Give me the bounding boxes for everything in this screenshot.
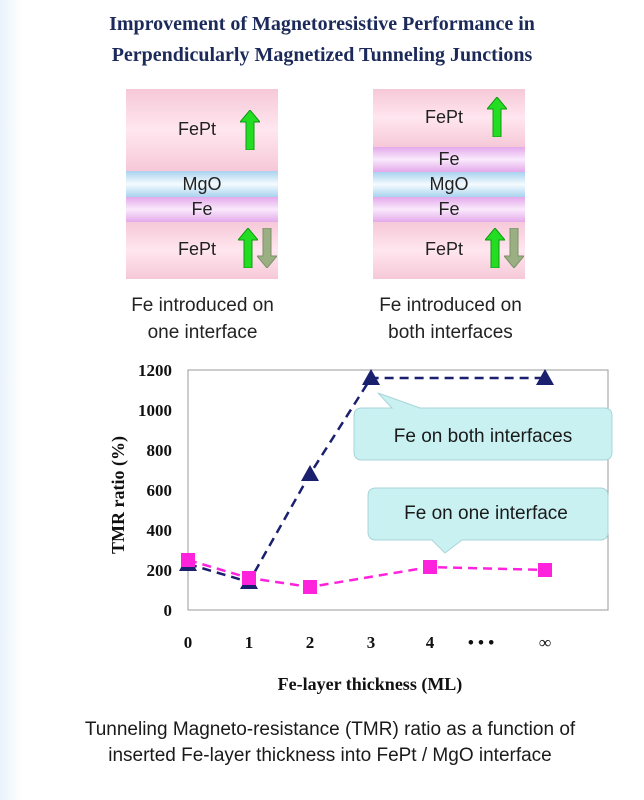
- x-tick-label: 0: [184, 633, 193, 652]
- x-tick-label: 2: [306, 633, 315, 652]
- y-axis-title: TMR ratio (%): [108, 436, 129, 554]
- figure-caption: Tunneling Magneto-resistance (TMR) ratio…: [20, 717, 640, 769]
- fept-top-layer: FePt: [126, 89, 278, 171]
- fept-top-label: FePt: [425, 107, 464, 127]
- fe-top-label: Fe: [438, 149, 460, 169]
- x-tick-label: 3: [367, 633, 376, 652]
- tmr-chart: 0 200 400 600 800 1000 1200 0 1 2 3 4 • • • ∞ Fe on …: [108, 361, 613, 695]
- arrow-up-icon: [487, 97, 507, 137]
- mgo-layer: MgO: [373, 172, 525, 197]
- left-caption-line-2: one interface: [147, 322, 258, 343]
- series-label-one: Fe on one interface: [404, 503, 568, 524]
- arrow-up-icon: [240, 110, 260, 150]
- x-axis-title: Fe-layer thickness (ML): [278, 674, 463, 695]
- x-tick-label: 1: [245, 633, 254, 652]
- fept-bottom-layer: FePt: [373, 222, 525, 279]
- title-line-2: Perpendicularly Magnetized Tunneling Jun…: [111, 44, 533, 66]
- data-point-both-interfaces: [536, 369, 554, 385]
- y-axis-ticks: 0 200 400 600 800 1000 1200: [138, 361, 172, 620]
- data-point-both-interfaces: [362, 369, 380, 385]
- fe-label: Fe: [191, 199, 213, 219]
- y-tick-label: 600: [147, 481, 173, 500]
- mgo-layer: MgO: [126, 171, 278, 197]
- right-layer-stack: FePt Fe MgO Fe FePt: [373, 89, 525, 279]
- fe-layer: Fe: [126, 197, 278, 222]
- arrow-up-icon: [485, 228, 505, 268]
- fe-bottom-label: Fe: [438, 199, 460, 219]
- arrow-down-icon: [504, 228, 524, 268]
- y-tick-label: 800: [147, 441, 173, 460]
- right-stack-caption: Fe introduced on both interfaces: [348, 292, 553, 346]
- callout-bubble-both: [353, 392, 613, 461]
- x-tick-label: 4: [426, 633, 435, 652]
- y-tick-label: 1000: [138, 401, 172, 420]
- data-point-one-interface: [303, 580, 317, 594]
- callout-one-interface: Fe on one interface: [367, 487, 609, 554]
- data-point-one-interface: [423, 560, 437, 574]
- arrow-up-icon: [238, 228, 258, 268]
- fept-top-layer: FePt: [373, 89, 525, 147]
- right-caption-line-2: both interfaces: [388, 322, 513, 343]
- mgo-label: MgO: [429, 174, 469, 194]
- left-accent-bar: [0, 0, 22, 800]
- fe-top-layer: Fe: [373, 147, 525, 172]
- left-stack-caption: Fe introduced on one interface: [100, 292, 305, 346]
- fept-top-label: FePt: [178, 119, 217, 139]
- data-point-one-interface: [242, 571, 256, 585]
- fe-bottom-layer: Fe: [373, 197, 525, 222]
- callout-both-interfaces: Fe on both interfaces: [353, 392, 613, 461]
- y-tick-label: 200: [147, 561, 173, 580]
- y-tick-label: 0: [164, 601, 173, 620]
- title-line-1: Improvement of Magnetoresistive Performa…: [109, 13, 535, 35]
- callout-bubble-one: [367, 487, 609, 554]
- data-point-both-interfaces: [301, 465, 319, 481]
- x-axis-ticks: 0 1 2 3 4 • • • ∞: [184, 633, 551, 652]
- fept-bottom-layer: FePt: [126, 222, 278, 279]
- figure-caption-line-2: inserted Fe-layer thickness into FePt / …: [108, 745, 552, 766]
- left-caption-line-1: Fe introduced on: [131, 295, 274, 316]
- left-layer-stack: FePt MgO Fe FePt: [126, 89, 278, 279]
- mgo-label: MgO: [182, 173, 222, 194]
- data-point-one-interface: [538, 563, 552, 577]
- figure-caption-line-1: Tunneling Magneto-resistance (TMR) ratio…: [84, 719, 576, 740]
- arrow-down-icon: [257, 228, 277, 268]
- y-tick-label: 400: [147, 521, 173, 540]
- y-tick-label: 1200: [138, 361, 172, 380]
- fept-bottom-label: FePt: [178, 239, 217, 259]
- series-label-both: Fe on both interfaces: [394, 426, 573, 447]
- fept-bottom-label: FePt: [425, 239, 464, 259]
- x-tick-label: • • •: [468, 633, 494, 652]
- data-point-one-interface: [181, 553, 195, 567]
- x-tick-label: ∞: [539, 633, 551, 652]
- series-markers: [179, 369, 554, 594]
- right-caption-line-1: Fe introduced on: [379, 295, 522, 316]
